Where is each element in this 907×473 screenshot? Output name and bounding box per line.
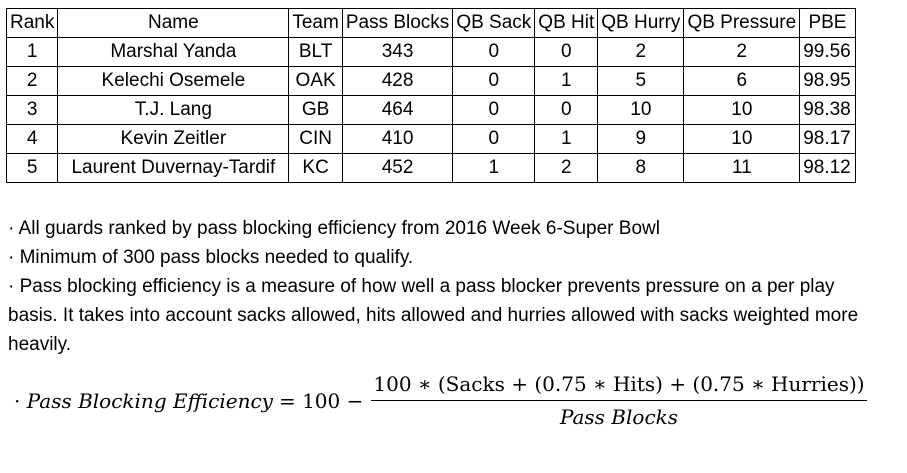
formula: · Pass Blocking Efficiency = 100 − 100 ∗… [14, 372, 867, 429]
cell-pbe: 98.12 [799, 153, 856, 183]
header-row: Rank Name Team Pass Blocks QB Sack QB Hi… [5, 8, 856, 38]
cell-qb-sack: 0 [452, 95, 536, 125]
cell-qb-pressure: 2 [683, 37, 801, 67]
cell-pass-blocks: 410 [341, 124, 454, 154]
cell-rank: 4 [5, 124, 59, 154]
cell-name: T.J. Lang [57, 95, 290, 125]
header-qb-pressure: QB Pressure [683, 8, 801, 38]
cell-qb-sack: 0 [452, 124, 536, 154]
stats-table: Rank Name Team Pass Blocks QB Sack QB Hi… [5, 8, 856, 183]
table-row: 1 Marshal Yanda BLT 343 0 0 2 2 99.56 [5, 37, 856, 67]
cell-qb-hit: 1 [534, 66, 599, 96]
cell-qb-hit: 1 [534, 124, 599, 154]
cell-pass-blocks: 452 [341, 153, 454, 183]
cell-team: CIN [288, 124, 343, 154]
header-qb-hurry: QB Hurry [597, 8, 685, 38]
cell-pass-blocks: 343 [341, 37, 454, 67]
formula-lhs: · Pass Blocking Efficiency [14, 388, 273, 413]
cell-qb-sack: 0 [452, 66, 536, 96]
table-row: 3 T.J. Lang GB 464 0 0 10 10 98.38 [5, 95, 856, 125]
cell-qb-hit: 0 [534, 37, 599, 67]
cell-pass-blocks: 428 [341, 66, 454, 96]
table-row: 2 Kelechi Osemele OAK 428 0 1 5 6 98.95 [5, 66, 856, 96]
cell-pass-blocks: 464 [341, 95, 454, 125]
cell-qb-pressure: 6 [683, 66, 801, 96]
header-name: Name [57, 8, 290, 38]
cell-rank: 2 [5, 66, 59, 96]
header-rank: Rank [5, 8, 59, 38]
formula-numerator: 100 ∗ (Sacks + (0.75 ∗ Hits) + (0.75 ∗ H… [371, 372, 867, 401]
cell-qb-hurry: 5 [597, 66, 685, 96]
cell-rank: 3 [5, 95, 59, 125]
cell-name: Laurent Duvernay-Tardif [57, 153, 290, 183]
formula-fraction: 100 ∗ (Sacks + (0.75 ∗ Hits) + (0.75 ∗ H… [371, 372, 867, 429]
formula-denominator: Pass Blocks [559, 405, 679, 429]
header-pass-blocks: Pass Blocks [341, 8, 454, 38]
table-row: 4 Kevin Zeitler CIN 410 0 1 9 10 98.17 [5, 124, 856, 154]
cell-team: GB [288, 95, 343, 125]
header-team: Team [288, 8, 343, 38]
cell-name: Kevin Zeitler [57, 124, 290, 154]
cell-rank: 1 [5, 37, 59, 67]
cell-rank: 5 [5, 153, 59, 183]
cell-pbe: 98.95 [799, 66, 856, 96]
cell-team: BLT [288, 37, 343, 67]
cell-qb-hurry: 2 [597, 37, 685, 67]
cell-qb-hit: 2 [534, 153, 599, 183]
note-minimum: · Minimum of 300 pass blocks needed to q… [8, 247, 414, 268]
cell-qb-hit: 0 [534, 95, 599, 125]
note-date-range: · All guards ranked by pass blocking eff… [8, 218, 660, 239]
cell-pbe: 98.38 [799, 95, 856, 125]
cell-qb-pressure: 11 [683, 153, 801, 183]
cell-pbe: 98.17 [799, 124, 856, 154]
note-definition: · Pass blocking efficiency is a measure … [8, 276, 859, 355]
cell-team: KC [288, 153, 343, 183]
cell-qb-hurry: 8 [597, 153, 685, 183]
cell-name: Marshal Yanda [57, 37, 290, 67]
cell-qb-sack: 0 [452, 37, 536, 67]
header-qb-hit: QB Hit [534, 8, 599, 38]
header-pbe: PBE [799, 8, 856, 38]
cell-qb-pressure: 10 [683, 124, 801, 154]
cell-team: OAK [288, 66, 343, 96]
formula-equals: = 100 − [278, 388, 364, 413]
header-qb-sack: QB Sack [452, 8, 536, 38]
cell-name: Kelechi Osemele [57, 66, 290, 96]
cell-qb-hurry: 10 [597, 95, 685, 125]
cell-qb-sack: 1 [452, 153, 536, 183]
table-row: 5 Laurent Duvernay-Tardif KC 452 1 2 8 1… [5, 153, 856, 183]
notes: · All guards ranked by pass blocking eff… [8, 214, 888, 359]
cell-qb-pressure: 10 [683, 95, 801, 125]
cell-qb-hurry: 9 [597, 124, 685, 154]
cell-pbe: 99.56 [799, 37, 856, 67]
